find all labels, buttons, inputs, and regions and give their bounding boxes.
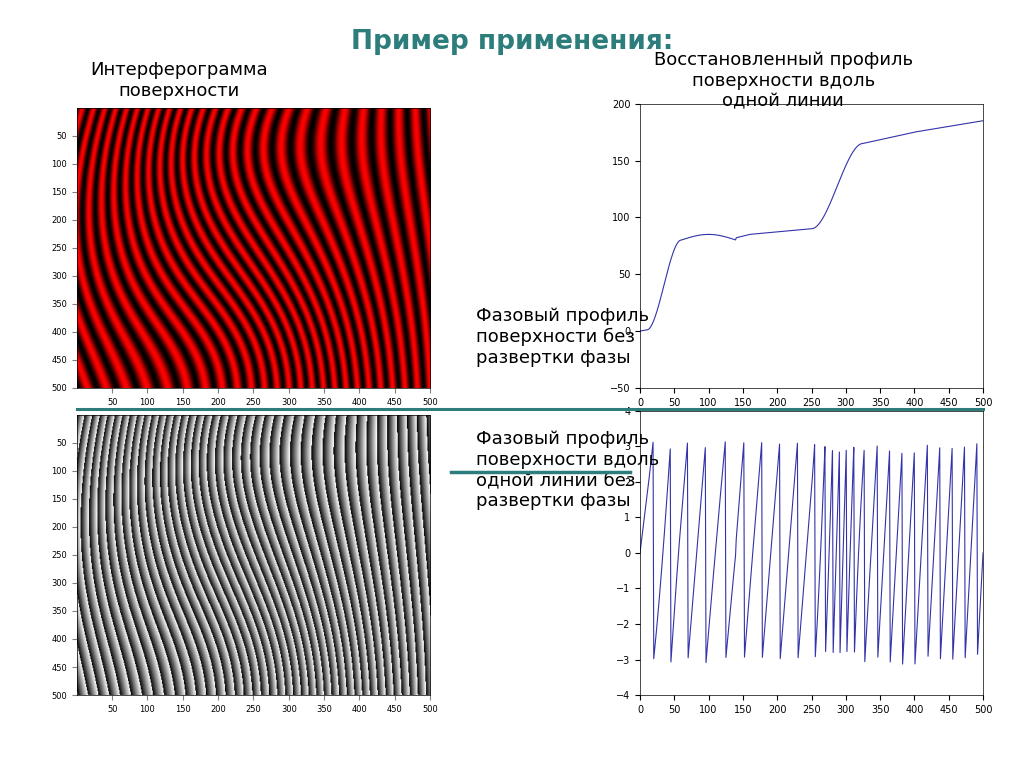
Text: Восстановленный профиль
поверхности вдоль
одной линии: Восстановленный профиль поверхности вдол… xyxy=(653,51,913,111)
Text: Фазовый профиль
поверхности без
развертки фазы: Фазовый профиль поверхности без развертк… xyxy=(476,307,649,367)
Text: Интерферограмма
поверхности: Интерферограмма поверхности xyxy=(90,61,268,100)
Text: Фазовый профиль
поверхности вдоль
одной линии без
развертки фазы: Фазовый профиль поверхности вдоль одной … xyxy=(476,430,659,511)
Text: Пример применения:: Пример применения: xyxy=(351,29,673,55)
